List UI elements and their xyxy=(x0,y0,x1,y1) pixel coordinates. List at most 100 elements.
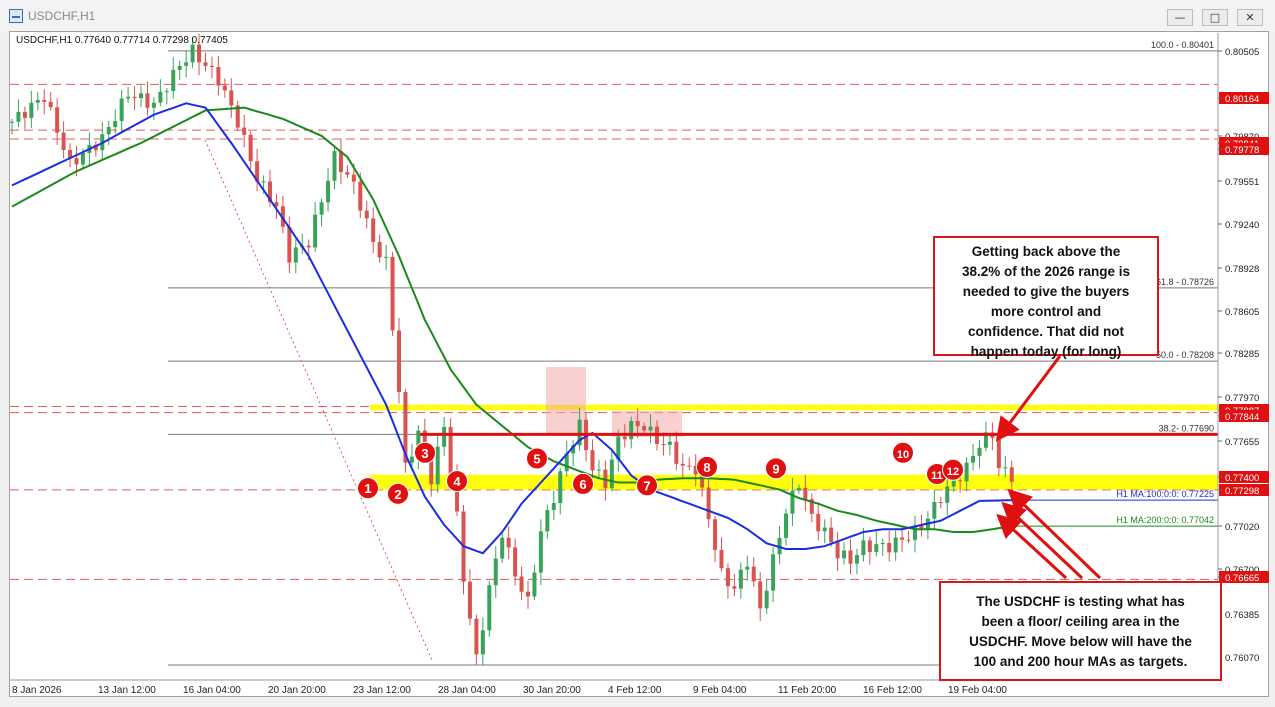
price-tick-label: 0.79551 xyxy=(1225,177,1259,188)
candle-body xyxy=(719,549,724,569)
ma-label: H1 MA:200:0:0: 0.77042 xyxy=(1116,515,1214,525)
candle-body xyxy=(293,247,298,263)
price-tick-label: 0.78928 xyxy=(1225,264,1259,275)
price-tag xyxy=(1219,143,1269,155)
time-label: 4 Feb 12:00 xyxy=(608,685,662,696)
candle-body xyxy=(268,181,272,203)
candle-body xyxy=(164,91,169,93)
price-tick-label: 0.77970 xyxy=(1225,393,1259,404)
support-zone xyxy=(370,474,1218,490)
candle-body xyxy=(977,447,982,456)
candle-body xyxy=(68,149,73,159)
candles xyxy=(10,33,1014,666)
window-title: USDCHF,H1 xyxy=(28,9,96,23)
candle-body xyxy=(377,241,382,258)
candle-body xyxy=(809,499,814,514)
trend-line xyxy=(204,139,433,661)
ma-label: H1 MA:100:0:0: 0.77225 xyxy=(1116,489,1214,499)
swing-label: 9 xyxy=(772,461,779,476)
candle-body xyxy=(106,127,111,135)
time-label: 20 Jan 20:00 xyxy=(268,685,326,696)
candle-body xyxy=(197,44,202,63)
candle-body xyxy=(816,513,821,532)
fib-label: 50.0 - 0.78208 xyxy=(1156,350,1214,360)
price-tick-label: 0.76070 xyxy=(1225,653,1259,664)
candle-body xyxy=(222,85,227,91)
price-tag xyxy=(1219,484,1269,496)
candle-body xyxy=(590,450,595,471)
candle-body xyxy=(784,513,788,538)
time-label: 23 Jan 12:00 xyxy=(353,685,411,696)
candle-body xyxy=(545,510,550,532)
price-tick-label: 0.78605 xyxy=(1225,307,1259,318)
annotation-arrow xyxy=(1001,501,1084,580)
candle-body xyxy=(919,525,924,530)
candle-body xyxy=(332,151,337,181)
price-tick-label: 0.76385 xyxy=(1225,610,1259,621)
candle-body xyxy=(358,181,363,211)
candle-body xyxy=(635,420,640,427)
candle-body xyxy=(274,202,279,207)
ma200-line xyxy=(11,106,1012,533)
candle-body xyxy=(397,330,401,392)
support-zone xyxy=(370,404,1218,411)
candle-body xyxy=(558,471,563,504)
candle-body xyxy=(725,568,730,587)
candle-body xyxy=(513,547,518,577)
price-tag xyxy=(1219,92,1269,104)
price-tick-label: 0.76665 xyxy=(1225,573,1259,584)
price-tick-label: 0.79778 xyxy=(1225,145,1259,156)
pink-zones xyxy=(546,367,682,437)
candle-body xyxy=(848,550,853,564)
candle-body xyxy=(448,426,453,476)
candle-body xyxy=(964,462,969,482)
candle-body xyxy=(867,540,872,553)
candle-body xyxy=(642,426,647,431)
candle-body xyxy=(390,256,395,331)
candle-body xyxy=(526,591,530,597)
candle-body xyxy=(500,537,505,559)
candle-body xyxy=(674,441,679,464)
annotation-arrow xyxy=(1007,488,1102,580)
candle-body xyxy=(893,537,898,553)
swing-marker-1 xyxy=(357,477,379,500)
candle-body xyxy=(139,93,143,99)
candle-body xyxy=(113,121,118,128)
swing-label: 8 xyxy=(703,460,710,475)
swing-marker-2 xyxy=(387,482,409,505)
maximize-button[interactable]: □ xyxy=(1202,9,1228,26)
candle-body xyxy=(951,480,956,487)
candle-body xyxy=(622,436,627,440)
candle-body xyxy=(61,132,66,150)
candle-body xyxy=(874,544,879,553)
candle-body xyxy=(80,152,85,165)
candle-body xyxy=(661,443,666,445)
window-titlebar: USDCHF,H1 — □ ✕ xyxy=(0,0,1275,32)
candle-body xyxy=(738,569,743,589)
price-axis: 0.805050.801640.798700.798410.797780.795… xyxy=(1217,33,1269,680)
minimize-button[interactable]: — xyxy=(1167,9,1193,26)
candle-body xyxy=(745,566,750,570)
annotation-arrows xyxy=(995,355,1102,580)
candle-body xyxy=(932,502,937,519)
candle-body xyxy=(609,459,614,489)
price-tick-label: 0.77298 xyxy=(1225,486,1259,497)
candle-body xyxy=(861,540,866,556)
candle-body xyxy=(945,486,950,503)
candle-body xyxy=(796,487,801,491)
swing-marker-4 xyxy=(446,470,468,493)
close-button[interactable]: ✕ xyxy=(1237,9,1263,26)
candle-body xyxy=(506,537,511,548)
candle-body xyxy=(435,446,440,485)
swing-label: 2 xyxy=(394,487,401,502)
candle-body xyxy=(983,432,988,448)
candle-body xyxy=(958,480,963,482)
price-tick-label: 0.77400 xyxy=(1225,473,1259,484)
swing-label: 6 xyxy=(579,477,586,492)
candle-body xyxy=(74,158,79,165)
time-label: 11 Feb 20:00 xyxy=(778,685,837,696)
swing-label: 3 xyxy=(421,446,428,461)
candle-body xyxy=(235,105,240,128)
annotation-bottom: The USDCHF is testing what has been a fl… xyxy=(939,581,1222,681)
